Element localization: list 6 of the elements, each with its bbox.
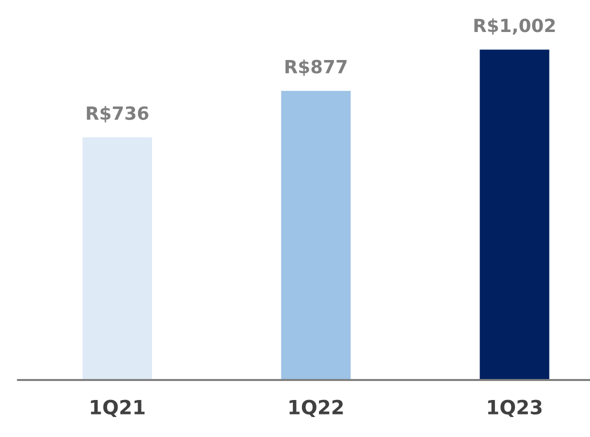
x-tick-label: 1Q22 <box>290 400 343 418</box>
x-tick-label: 1Q21 <box>90 400 145 418</box>
x-tick-label: 1Q23 <box>488 400 542 418</box>
data-label: R$1,002 <box>474 18 555 35</box>
data-label: R$877 <box>286 59 347 76</box>
data-label: R$736 <box>86 106 148 122</box>
